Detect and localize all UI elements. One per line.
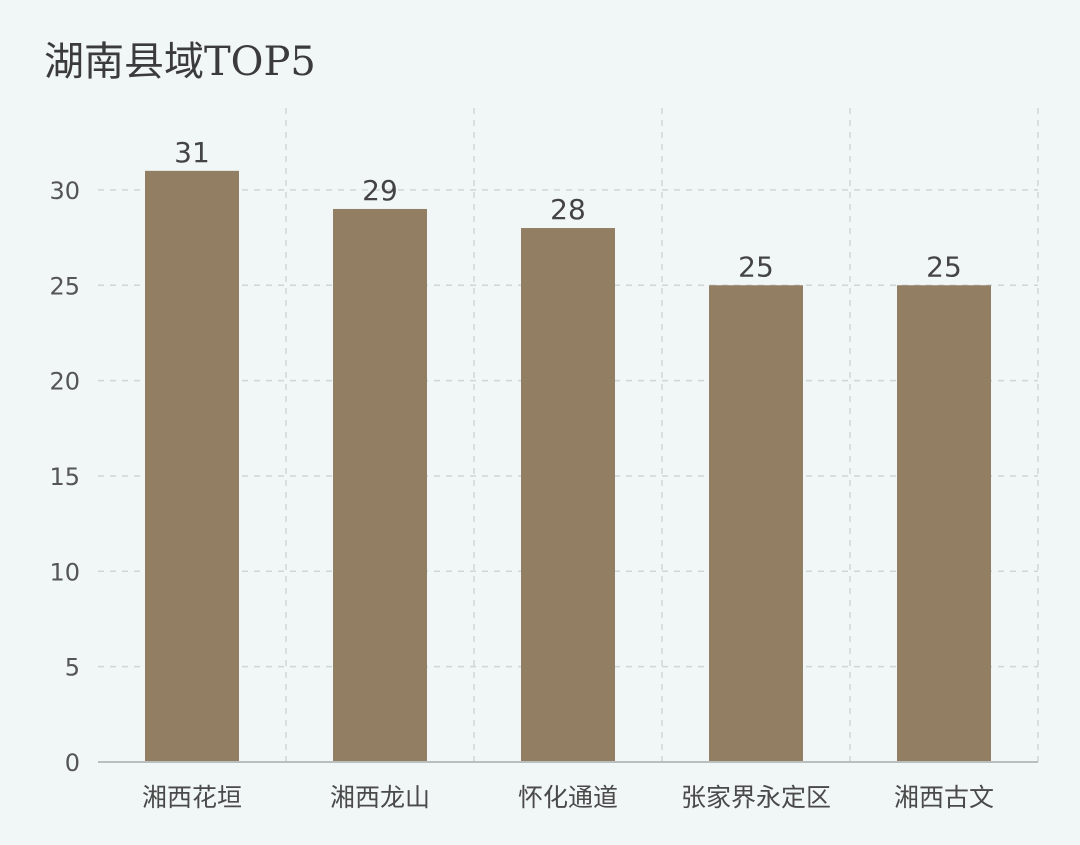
y-tick-label: 5 <box>65 654 80 682</box>
data-label-0: 31 <box>174 136 210 169</box>
x-tick-label-4: 湘西古文 <box>894 783 994 812</box>
data-label-1: 29 <box>362 174 398 207</box>
bar-4 <box>897 285 991 762</box>
y-tick-label: 15 <box>49 463 80 491</box>
bar-0 <box>145 170 239 762</box>
x-tick-label-3: 张家界永定区 <box>681 783 831 812</box>
bars: 31 29 28 25 25 <box>145 136 991 763</box>
bar-3 <box>709 285 803 762</box>
bar-2 <box>521 228 615 763</box>
y-tick-label: 30 <box>49 177 80 205</box>
x-axis: 湘西花垣 湘西龙山 怀化通道 张家界永定区 湘西古文 <box>98 761 1038 812</box>
bar-1 <box>333 208 427 763</box>
y-axis: 0 5 10 15 20 25 30 <box>49 177 80 777</box>
data-label-4: 25 <box>926 250 962 283</box>
y-tick-label: 20 <box>49 368 80 396</box>
data-label-2: 28 <box>550 193 586 226</box>
x-tick-label-0: 湘西花垣 <box>142 783 242 812</box>
data-label-3: 25 <box>738 250 774 283</box>
y-tick-label: 0 <box>65 749 80 777</box>
y-tick-label: 25 <box>49 272 80 300</box>
chart-title: 湖南县域TOP5 <box>44 39 316 85</box>
y-tick-label: 10 <box>49 558 80 586</box>
x-tick-label-1: 湘西龙山 <box>330 783 430 812</box>
x-tick-label-2: 怀化通道 <box>518 783 618 812</box>
